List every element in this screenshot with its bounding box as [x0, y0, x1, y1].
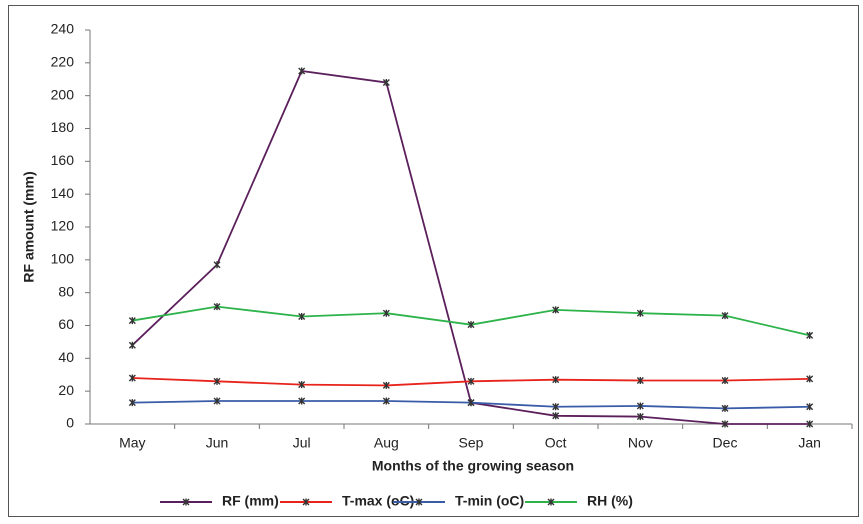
legend-label: T-max (oC) — [342, 493, 414, 509]
y-tick-label: 100 — [51, 251, 75, 267]
point-marker — [382, 381, 390, 389]
point-marker — [552, 376, 560, 384]
y-tick-label: 160 — [51, 152, 75, 168]
point-marker — [636, 376, 644, 384]
y-tick-label: 0 — [66, 415, 74, 431]
point-marker — [213, 377, 221, 385]
point-marker — [806, 403, 814, 411]
point-marker — [298, 67, 306, 75]
x-tick-label: Dec — [713, 435, 738, 451]
point-marker — [721, 420, 729, 428]
legend-marker — [302, 498, 310, 506]
point-marker — [298, 381, 306, 389]
point-marker — [806, 375, 814, 383]
point-marker — [552, 412, 560, 420]
x-axis-label: Months of the growing season — [372, 458, 574, 474]
point-marker — [721, 312, 729, 320]
x-tick-label: Oct — [545, 435, 567, 451]
point-marker — [382, 397, 390, 405]
y-tick-label: 80 — [58, 283, 74, 299]
point-marker — [128, 399, 136, 407]
point-marker — [128, 341, 136, 349]
legend-label: RF (mm) — [222, 493, 279, 509]
x-tick-label: May — [119, 435, 145, 451]
point-marker — [806, 420, 814, 428]
point-marker — [382, 79, 390, 87]
point-marker — [806, 331, 814, 339]
point-marker — [128, 374, 136, 382]
point-marker — [128, 317, 136, 325]
legend-marker — [547, 498, 555, 506]
point-marker — [382, 309, 390, 317]
y-tick-label: 120 — [51, 218, 75, 234]
y-axis-label: RF amount (mm) — [21, 171, 37, 282]
x-tick-label: Jan — [798, 435, 821, 451]
legend-label: RH (%) — [587, 493, 633, 509]
point-marker — [298, 312, 306, 320]
legend-label: T-min (oC) — [455, 493, 524, 509]
point-marker — [552, 403, 560, 411]
point-marker — [721, 404, 729, 412]
point-marker — [636, 402, 644, 410]
x-tick-label: Jul — [293, 435, 311, 451]
y-tick-label: 20 — [58, 382, 74, 398]
y-tick-label: 240 — [51, 21, 75, 37]
point-marker — [636, 309, 644, 317]
y-tick-label: 200 — [51, 86, 75, 102]
point-marker — [467, 377, 475, 385]
y-tick-label: 60 — [58, 316, 74, 332]
point-marker — [213, 303, 221, 311]
y-tick-label: 40 — [58, 349, 74, 365]
x-tick-label: Sep — [459, 435, 484, 451]
y-tick-label: 220 — [51, 54, 75, 70]
point-marker — [552, 306, 560, 314]
x-tick-label: Jun — [206, 435, 229, 451]
y-tick-label: 180 — [51, 119, 75, 135]
point-marker — [213, 261, 221, 269]
x-tick-label: Aug — [374, 435, 399, 451]
y-tick-label: 140 — [51, 185, 75, 201]
point-marker — [298, 397, 306, 405]
point-marker — [721, 376, 729, 384]
point-marker — [636, 413, 644, 421]
x-tick-label: Nov — [628, 435, 653, 451]
legend-marker — [182, 498, 190, 506]
point-marker — [213, 397, 221, 405]
point-marker — [467, 399, 475, 407]
point-marker — [467, 321, 475, 329]
legend-marker — [415, 498, 423, 506]
